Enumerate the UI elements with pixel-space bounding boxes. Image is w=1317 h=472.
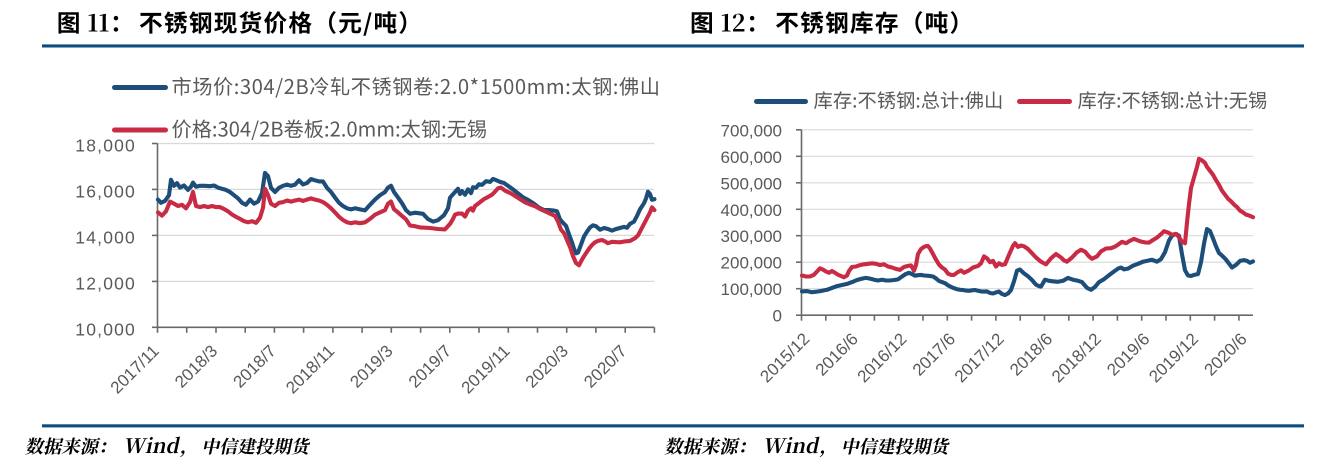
svg-text:12,000: 12,000 bbox=[75, 273, 136, 293]
svg-text:100,000: 100,000 bbox=[721, 280, 782, 299]
svg-text:10,000: 10,000 bbox=[75, 319, 136, 339]
svg-text:600,000: 600,000 bbox=[721, 148, 782, 167]
svg-text:400,000: 400,000 bbox=[721, 201, 782, 220]
svg-text:16,000: 16,000 bbox=[75, 181, 136, 201]
svg-text:0: 0 bbox=[773, 307, 782, 326]
svg-text:300,000: 300,000 bbox=[721, 227, 782, 246]
svg-text:700,000: 700,000 bbox=[721, 121, 782, 140]
svg-text:500,000: 500,000 bbox=[721, 174, 782, 193]
svg-text:200,000: 200,000 bbox=[721, 254, 782, 273]
svg-text:14,000: 14,000 bbox=[75, 227, 136, 247]
svg-text:18,000: 18,000 bbox=[75, 136, 136, 156]
